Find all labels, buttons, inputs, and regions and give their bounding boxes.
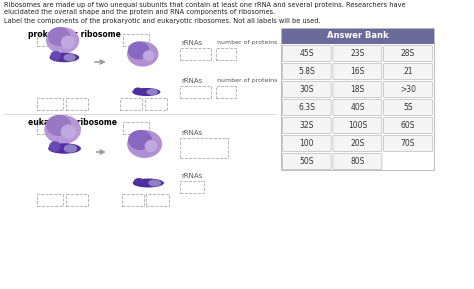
Ellipse shape <box>134 178 145 186</box>
Text: eukaryotic ribosome: eukaryotic ribosome <box>27 118 117 127</box>
FancyBboxPatch shape <box>383 45 432 62</box>
Text: 100S: 100S <box>348 121 367 130</box>
Bar <box>66 194 89 206</box>
Ellipse shape <box>46 27 79 54</box>
Text: 32S: 32S <box>300 121 314 130</box>
Ellipse shape <box>127 41 158 66</box>
Text: 40S: 40S <box>350 103 365 112</box>
Bar <box>180 48 211 60</box>
Text: 18S: 18S <box>350 85 365 94</box>
Bar <box>216 48 236 60</box>
Text: 16S: 16S <box>350 67 365 76</box>
Ellipse shape <box>148 179 161 186</box>
Bar <box>281 28 434 170</box>
Text: rRNAs: rRNAs <box>182 78 203 84</box>
Bar <box>123 122 149 134</box>
Text: number of proteins: number of proteins <box>218 40 278 45</box>
Bar <box>66 98 89 110</box>
Bar <box>146 194 169 206</box>
FancyBboxPatch shape <box>383 136 432 151</box>
Text: rRNAs: rRNAs <box>182 173 203 179</box>
Bar <box>145 98 167 110</box>
Ellipse shape <box>49 53 79 62</box>
Ellipse shape <box>128 41 149 60</box>
Text: 50S: 50S <box>300 157 314 166</box>
Text: 5.8S: 5.8S <box>298 67 315 76</box>
FancyBboxPatch shape <box>333 99 382 116</box>
Bar <box>216 86 236 98</box>
Text: 5S: 5S <box>403 103 413 112</box>
Text: Label the components of the prokaryotic and eukaryotic ribosomes. Not all labels: Label the components of the prokaryotic … <box>4 18 320 24</box>
Ellipse shape <box>133 179 164 188</box>
Ellipse shape <box>143 50 155 61</box>
FancyBboxPatch shape <box>333 81 382 97</box>
Bar <box>37 34 63 46</box>
Bar <box>37 98 63 110</box>
FancyBboxPatch shape <box>383 99 432 116</box>
Text: 23S: 23S <box>350 49 365 58</box>
FancyBboxPatch shape <box>333 64 382 79</box>
Ellipse shape <box>133 88 143 95</box>
Ellipse shape <box>46 115 72 136</box>
Text: rRNAs: rRNAs <box>182 130 203 136</box>
Ellipse shape <box>44 115 81 144</box>
Ellipse shape <box>64 144 77 153</box>
Text: 21: 21 <box>403 67 413 76</box>
FancyBboxPatch shape <box>383 81 432 97</box>
FancyBboxPatch shape <box>283 64 331 79</box>
Text: 45S: 45S <box>300 49 314 58</box>
FancyBboxPatch shape <box>383 118 432 134</box>
Bar <box>37 194 63 206</box>
Ellipse shape <box>49 141 61 152</box>
FancyBboxPatch shape <box>333 45 382 62</box>
FancyBboxPatch shape <box>283 45 331 62</box>
Ellipse shape <box>145 140 157 152</box>
Ellipse shape <box>132 88 161 96</box>
Bar <box>123 34 149 46</box>
Bar <box>180 86 211 98</box>
Ellipse shape <box>48 27 71 46</box>
Text: elucidated the overall shape and the protein and RNA components of ribosomes.: elucidated the overall shape and the pro… <box>4 9 275 15</box>
Bar <box>120 98 142 110</box>
Text: 60S: 60S <box>401 121 415 130</box>
FancyBboxPatch shape <box>283 99 331 116</box>
Text: rRNAs: rRNAs <box>182 40 203 46</box>
Text: 80S: 80S <box>350 157 365 166</box>
FancyBboxPatch shape <box>283 153 331 170</box>
Ellipse shape <box>146 89 158 95</box>
Text: 20S: 20S <box>350 139 365 148</box>
FancyBboxPatch shape <box>383 64 432 79</box>
Text: 30S: 30S <box>300 85 314 94</box>
Text: 70S: 70S <box>401 139 415 148</box>
FancyBboxPatch shape <box>283 118 331 134</box>
FancyBboxPatch shape <box>283 81 331 97</box>
Text: number of proteins: number of proteins <box>218 78 278 83</box>
Text: >30: >30 <box>400 85 416 94</box>
Text: 6.3S: 6.3S <box>298 103 315 112</box>
Ellipse shape <box>61 36 75 49</box>
Text: 28S: 28S <box>401 49 415 58</box>
Bar <box>37 122 63 134</box>
FancyBboxPatch shape <box>333 136 382 151</box>
Ellipse shape <box>48 143 81 154</box>
Ellipse shape <box>128 130 152 150</box>
FancyBboxPatch shape <box>333 118 382 134</box>
Bar <box>180 181 203 193</box>
Ellipse shape <box>50 51 61 60</box>
Bar <box>122 194 144 206</box>
Bar <box>281 28 434 44</box>
Text: prokaryotic ribosome: prokaryotic ribosome <box>27 30 120 39</box>
FancyBboxPatch shape <box>283 136 331 151</box>
Ellipse shape <box>64 54 76 61</box>
Ellipse shape <box>61 124 76 139</box>
Bar <box>180 138 228 158</box>
Text: Ribosomes are made up of two unequal subunits that contain at least one rRNA and: Ribosomes are made up of two unequal sub… <box>4 2 405 8</box>
Text: 100: 100 <box>300 139 314 148</box>
FancyBboxPatch shape <box>333 153 382 170</box>
Ellipse shape <box>127 130 162 158</box>
Text: Answer Bank: Answer Bank <box>327 32 388 40</box>
